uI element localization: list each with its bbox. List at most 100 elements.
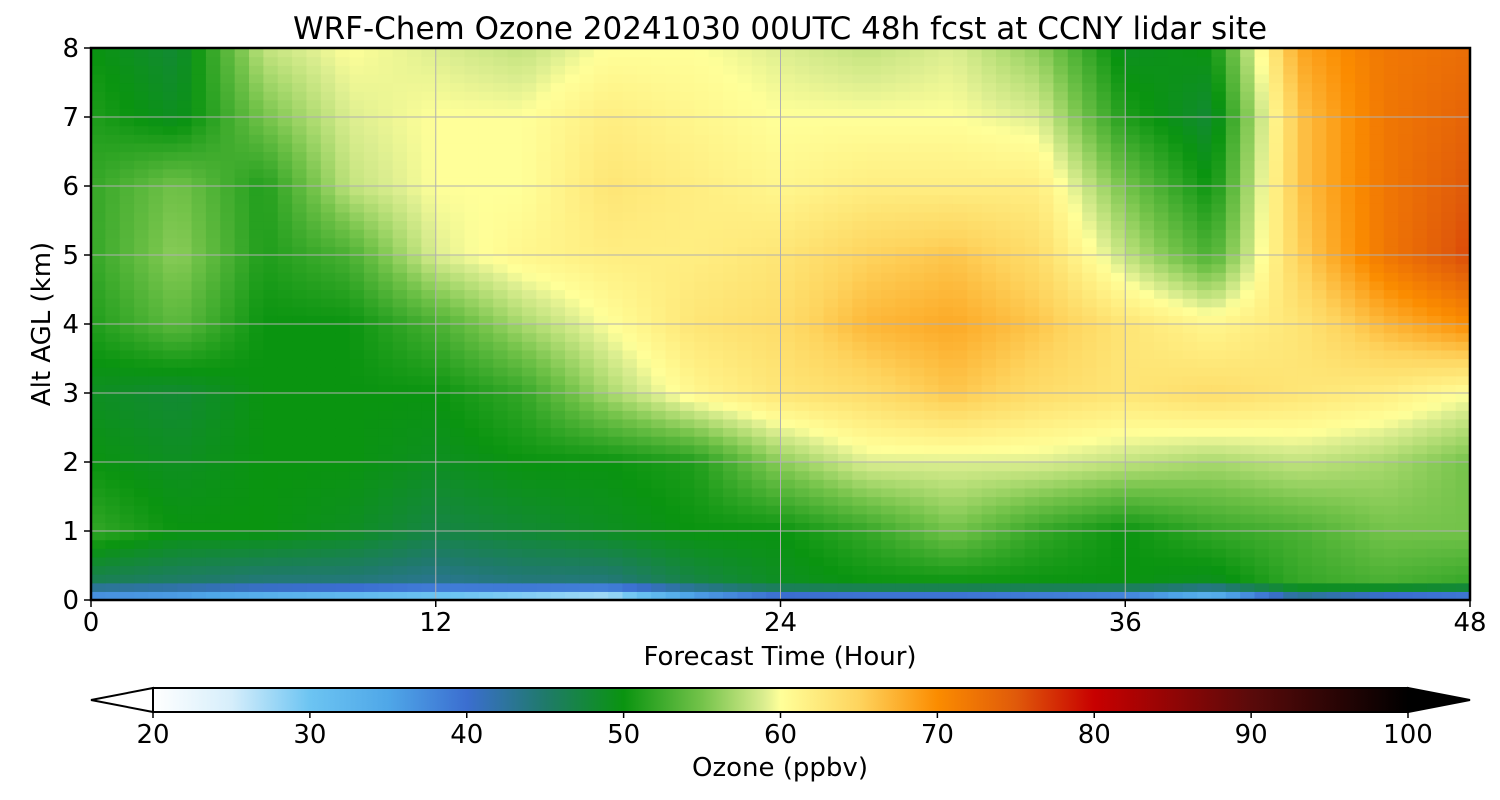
heatmap-cell bbox=[794, 505, 810, 515]
heatmap-cell bbox=[1082, 315, 1098, 325]
heatmap-cell bbox=[665, 401, 681, 411]
heatmap-cell bbox=[1297, 548, 1313, 558]
heatmap-cell bbox=[1412, 418, 1428, 429]
heatmap-cell bbox=[837, 298, 853, 308]
heatmap-cell bbox=[277, 505, 293, 515]
heatmap-cell bbox=[119, 418, 135, 429]
heatmap-cell bbox=[565, 186, 580, 196]
heatmap-cell bbox=[967, 582, 983, 592]
heatmap-cell bbox=[1182, 505, 1198, 515]
heatmap-cell bbox=[1383, 255, 1399, 265]
heatmap-cell bbox=[177, 289, 193, 299]
heatmap-cell bbox=[837, 324, 853, 334]
heatmap-cell bbox=[292, 280, 308, 291]
heatmap-cell bbox=[1039, 203, 1055, 213]
heatmap-cell bbox=[306, 539, 322, 549]
heatmap-cell bbox=[881, 367, 897, 377]
heatmap-cell bbox=[565, 384, 580, 394]
heatmap-cell bbox=[407, 505, 422, 515]
heatmap-cell bbox=[119, 375, 135, 385]
heatmap-cell bbox=[751, 556, 767, 567]
heatmap-cell bbox=[119, 522, 135, 532]
heatmap-cell bbox=[751, 246, 767, 256]
heatmap-cell bbox=[881, 574, 897, 584]
heatmap-cell bbox=[1010, 427, 1026, 437]
heatmap-cell bbox=[895, 194, 911, 204]
heatmap-cell bbox=[1383, 548, 1399, 558]
heatmap-cell bbox=[249, 462, 264, 472]
heatmap-cell bbox=[837, 194, 853, 204]
heatmap-cell bbox=[306, 582, 322, 592]
heatmap-cell bbox=[335, 384, 351, 394]
heatmap-cell bbox=[1355, 349, 1371, 360]
heatmap-cell bbox=[1297, 255, 1313, 265]
heatmap-cell bbox=[205, 306, 221, 316]
heatmap-cell bbox=[536, 479, 552, 489]
heatmap-cell bbox=[1096, 418, 1112, 429]
heatmap-cell bbox=[263, 582, 279, 592]
heatmap-cell bbox=[464, 246, 480, 256]
heatmap-cell bbox=[1426, 324, 1442, 334]
heatmap-cell bbox=[1412, 427, 1428, 437]
heatmap-cell bbox=[1010, 487, 1026, 498]
heatmap-cell bbox=[478, 289, 494, 299]
heatmap-cell bbox=[349, 470, 365, 480]
heatmap-cell bbox=[292, 203, 308, 213]
heatmap-cell bbox=[335, 582, 351, 592]
heatmap-cell bbox=[320, 375, 336, 385]
heatmap-cell bbox=[1139, 393, 1155, 403]
heatmap-cell bbox=[665, 263, 681, 273]
heatmap-cell bbox=[593, 513, 609, 523]
heatmap-cell bbox=[91, 565, 106, 575]
heatmap-cell bbox=[464, 237, 480, 247]
heatmap-cell bbox=[105, 418, 121, 429]
heatmap-cell bbox=[1441, 349, 1457, 360]
heatmap-cell bbox=[1412, 384, 1428, 394]
heatmap-cell bbox=[91, 341, 106, 351]
heatmap-cell bbox=[694, 479, 710, 489]
heatmap-cell bbox=[1010, 203, 1026, 213]
heatmap-cell bbox=[1326, 375, 1342, 385]
heatmap-cell bbox=[593, 375, 609, 385]
heatmap-cell bbox=[1110, 479, 1126, 489]
heatmap-cell bbox=[694, 263, 710, 273]
heatmap-cell bbox=[881, 436, 897, 446]
heatmap-cell bbox=[134, 393, 150, 403]
heatmap-cell bbox=[924, 229, 940, 239]
heatmap-cell bbox=[1139, 418, 1155, 429]
heatmap-cell bbox=[866, 582, 882, 592]
heatmap-cell bbox=[421, 263, 437, 273]
heatmap-cell bbox=[1311, 341, 1327, 351]
heatmap-cell bbox=[263, 194, 279, 204]
heatmap-cell bbox=[608, 263, 624, 273]
heatmap-cell bbox=[1369, 349, 1385, 360]
heatmap-cell bbox=[191, 470, 207, 480]
heatmap-cell bbox=[679, 151, 695, 161]
heatmap-cell bbox=[249, 349, 264, 360]
heatmap-cell bbox=[952, 505, 968, 515]
heatmap-cell bbox=[378, 418, 394, 429]
heatmap-cell bbox=[1153, 341, 1169, 351]
heatmap-cell bbox=[823, 229, 839, 239]
heatmap-cell bbox=[679, 324, 695, 334]
heatmap-cell bbox=[148, 306, 164, 316]
heatmap-cell bbox=[1355, 427, 1371, 437]
heatmap-cell bbox=[608, 289, 624, 299]
heatmap-cell bbox=[708, 393, 724, 403]
heatmap-cell bbox=[809, 496, 825, 506]
heatmap-cell bbox=[1010, 186, 1026, 196]
heatmap-cell bbox=[435, 367, 451, 377]
heatmap-cell bbox=[478, 263, 494, 273]
heatmap-cell bbox=[766, 513, 782, 523]
heatmap-cell bbox=[1067, 151, 1083, 161]
heatmap-cell bbox=[1283, 332, 1299, 342]
heatmap-cell bbox=[694, 436, 710, 446]
heatmap-cell bbox=[1110, 556, 1126, 567]
heatmap-cell bbox=[1211, 487, 1227, 498]
heatmap-cell bbox=[450, 436, 466, 446]
heatmap-cell bbox=[1139, 151, 1155, 161]
heatmap-cell bbox=[1369, 496, 1385, 506]
heatmap-cell bbox=[91, 462, 106, 472]
heatmap-cell bbox=[1153, 272, 1169, 282]
heatmap-cell bbox=[1096, 246, 1112, 256]
